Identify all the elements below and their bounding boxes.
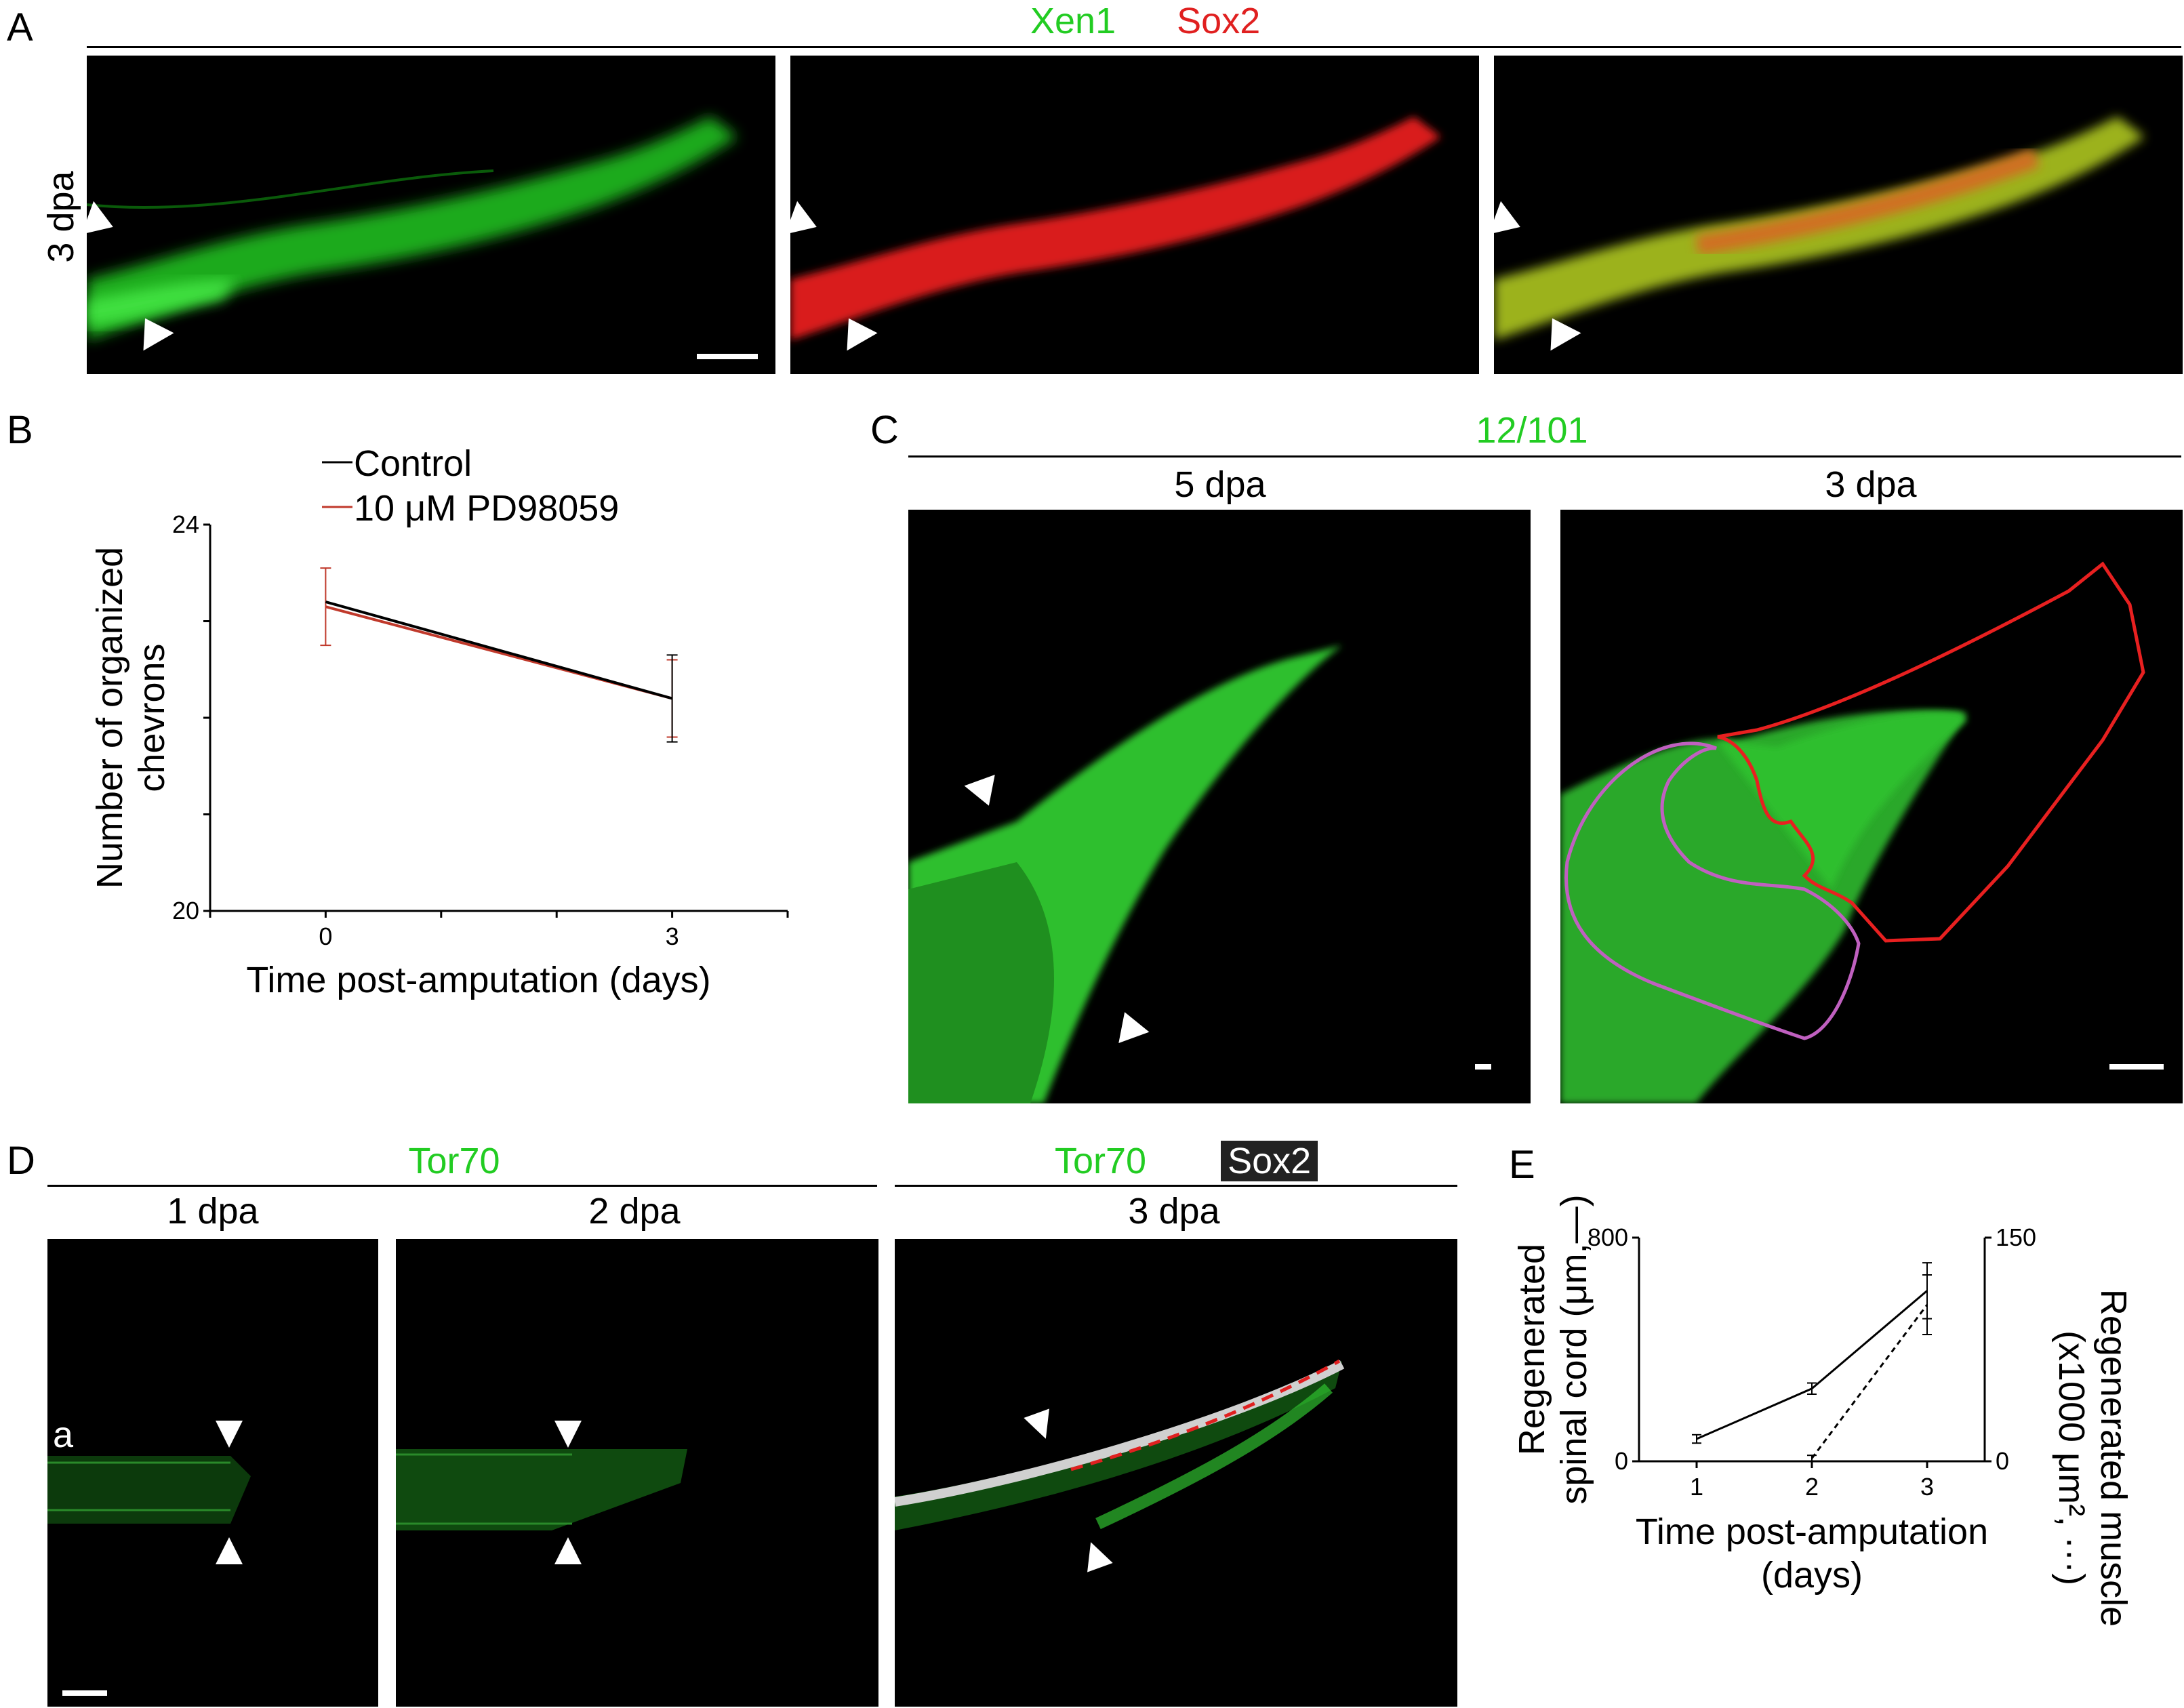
arrowhead-icon [216,1421,243,1448]
scale-bar [1475,1064,1491,1070]
muscle-series-line [1811,1304,1928,1459]
y-axis-label-line: Number of organized [89,547,130,889]
x-tick-label: 2 [1805,1473,1819,1501]
y-axis-label-line: chevrons [132,643,172,792]
panel-d-stain-right: Tor70 Sox2 [1055,1141,1318,1181]
panel-d-3dpa-image [895,1239,1457,1707]
legend-pd98059: 10 μM PD98059 [354,488,619,529]
series-line [325,601,673,700]
panel-c-stain-label: 12/101 [1476,410,1588,451]
spinal-cord-series-line [1696,1290,1928,1440]
y-axis-label: Number of organizedchevrons [89,547,172,889]
panel-b-chart: Control 10 μM PD98059 20 24 0 3 Time post-am… [89,443,789,1000]
x-tick-label: 0 [319,922,332,950]
y-tick-left-label: 800 [1588,1223,1628,1251]
y-tick-right-label: 150 [1996,1223,2036,1251]
panel-letter-d: D [7,1139,35,1183]
x-tick-label: 3 [666,922,679,950]
panel-letter-e: E [1509,1143,1535,1187]
panel-a-merge-image [1494,56,2183,374]
panel-c-3dpa-image [1560,510,2183,1103]
y-axis-left-label-line: Regenerated [1512,1244,1552,1455]
panel-c-5dpa-image [908,510,1531,1103]
panel-letter-a: A [7,5,33,49]
scale-bar [697,354,758,359]
panel-d-1dpa-image: a [47,1239,378,1707]
x-axis-label: Time post-amputation (days) [246,960,710,1000]
y-tick-right-label: 0 [1996,1447,2009,1475]
anterior-label: a [53,1415,74,1455]
panel-letter-c: C [870,408,899,452]
panel-a-header-rule [87,46,2181,48]
arrowhead-icon [554,1537,582,1564]
panel-a-xen1-image [87,56,775,374]
panel-d-col-label-2dpa: 2 dpa [588,1191,681,1232]
stain-xen1-label: Xen1 [1030,1,1116,41]
scale-bar [2109,1064,2164,1070]
y-axis-right-label: Regenerated muscle(x1000 μm², ···) [2051,1289,2134,1627]
y-axis-right-label-line: (x1000 μm², ···) [2051,1330,2092,1585]
panel-d-left-rule [47,1185,877,1187]
panel-letter-b: B [7,408,33,452]
x-axis-label: (days) [1761,1555,1863,1595]
scale-bar [62,1690,107,1696]
y-tick-left-label: 0 [1615,1447,1628,1475]
panel-d-col-label-1dpa: 1 dpa [167,1191,259,1232]
y-axis-left-label: Regeneratedspinal cord (μm,—) [1512,1194,1594,1504]
y-axis-right-label-line: Regenerated muscle [2093,1289,2134,1627]
x-axis-label: Time post-amputation [1636,1511,1988,1552]
panel-d-col-label-3dpa: 3 dpa [1128,1191,1220,1232]
panel-e-chart: 0 800 0 150 1 2 3 Time post-amputation(days) Reg… [1512,1194,2134,1627]
stain-sox2-badge: Sox2 [1221,1141,1318,1181]
y-tick-label: 20 [172,897,199,924]
panel-a-row-label: 3 dpa [41,171,81,263]
panel-d-stain-left: Tor70 [408,1141,500,1181]
stain-sox2-label: Sox2 [1177,1,1261,41]
panel-c-col-label-5dpa: 5 dpa [1174,464,1266,505]
x-tick-label: 3 [1920,1473,1934,1501]
panel-c-header-rule [908,455,2181,458]
panel-c-col-label-3dpa: 3 dpa [1825,464,1917,505]
y-axis-left-label-line: spinal cord (μm,—) [1554,1194,1594,1504]
legend-control: Control [354,443,472,484]
y-tick-label: 24 [172,510,199,538]
arrowhead-icon [554,1421,582,1448]
x-tick-label: 1 [1690,1473,1703,1501]
panel-a-sox2-image [790,56,1479,374]
stain-tor70-label: Tor70 [1055,1141,1147,1181]
arrowhead-icon [216,1537,243,1564]
panel-d-2dpa-image: p [396,1239,878,1707]
panel-d-right-rule [895,1185,1457,1187]
panel-a-stain-header: Xen1 Sox2 [1030,3,1260,39]
